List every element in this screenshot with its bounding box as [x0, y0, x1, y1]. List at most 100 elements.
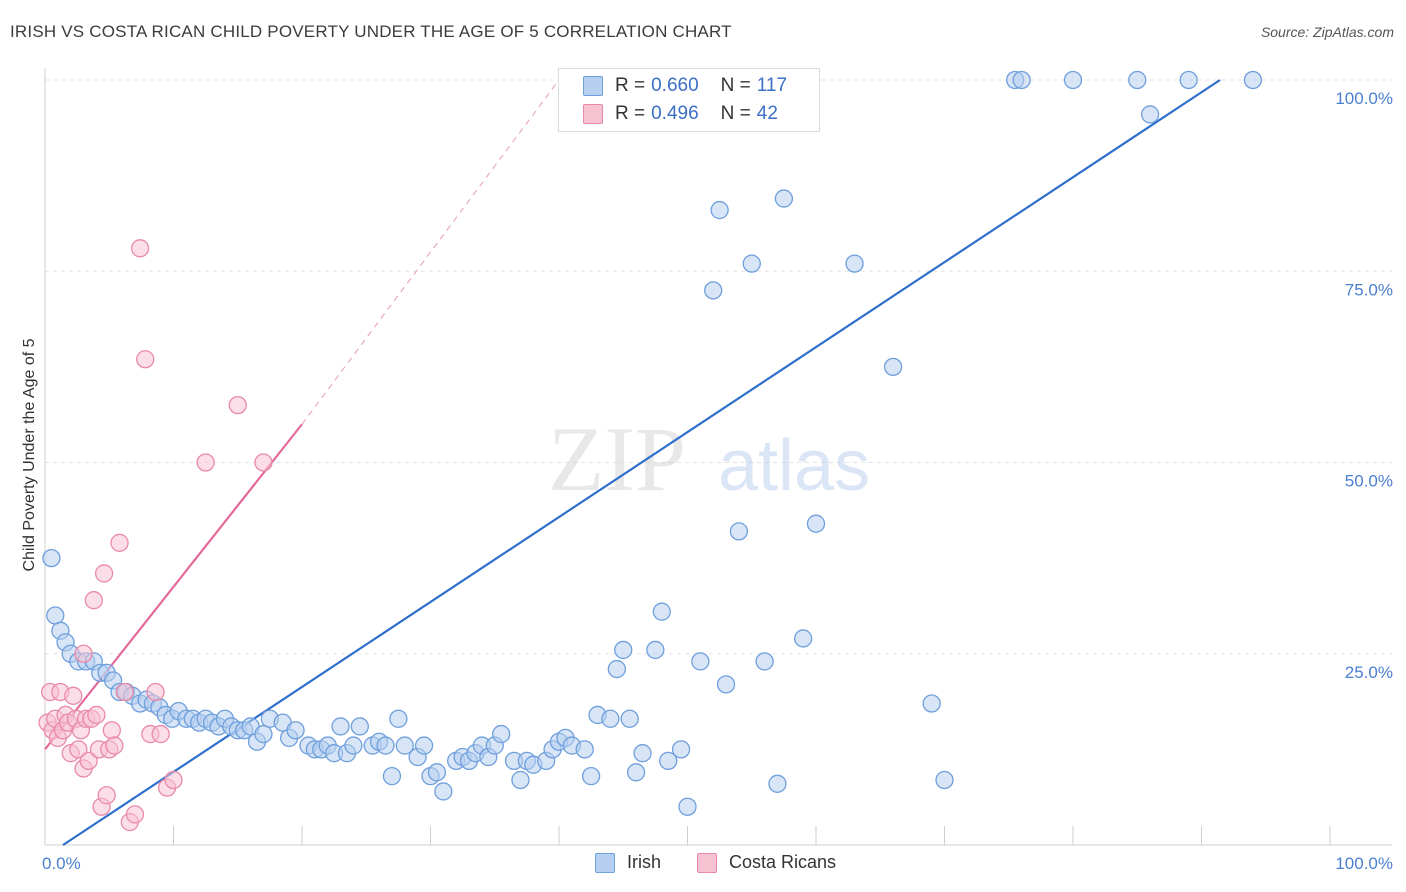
y-tick-label: 100.0% — [1335, 89, 1393, 108]
costa-rican-point — [151, 724, 170, 744]
irish-point — [806, 514, 826, 533]
irish-trend-line — [62, 79, 1221, 846]
irish-point — [626, 763, 646, 782]
legend-r-value-irish: 0.660 — [651, 75, 699, 96]
irish-point — [350, 717, 369, 736]
costa-rican-point — [79, 751, 98, 770]
irish-point — [1140, 105, 1160, 124]
irish-point — [691, 652, 710, 671]
costa-rican-point — [110, 533, 129, 552]
costa-rican-trend-extension — [301, 79, 560, 425]
irish-point — [511, 770, 530, 790]
irish-point — [382, 767, 402, 786]
costa-rican-point — [69, 740, 88, 759]
grid-lines — [45, 79, 1392, 655]
irish-point — [42, 548, 61, 568]
irish-point — [671, 740, 691, 759]
irish-point — [1012, 70, 1031, 90]
costa-rican-point — [196, 453, 215, 472]
irish-point — [575, 740, 594, 759]
data-points — [38, 70, 1263, 832]
irish-point — [935, 770, 954, 790]
legend-row-irish: R = 0.660 N = 117 — [583, 73, 787, 99]
chart-source: Source: ZipAtlas.com — [1260, 24, 1394, 40]
bottom-legend-label-costa: Costa Ricans — [729, 852, 837, 872]
irish-point — [768, 774, 787, 793]
legend-n-value-irish: 117 — [756, 75, 788, 96]
irish-point — [710, 200, 729, 220]
costa-rican-point — [136, 350, 155, 369]
irish-point — [774, 189, 794, 208]
irish-point — [704, 281, 723, 300]
irish-point — [395, 736, 414, 755]
chart-title: IRISH VS COSTA RICAN CHILD POVERTY UNDER… — [10, 22, 732, 41]
irish-point — [729, 522, 749, 541]
bottom-legend-costa: Costa Ricans — [697, 852, 836, 873]
irish-point — [620, 709, 639, 728]
irish-point — [601, 709, 620, 728]
irish-point — [742, 254, 761, 273]
irish-point — [1063, 70, 1083, 90]
irish-point — [678, 797, 697, 816]
bottom-legend-irish: Irish — [595, 852, 661, 873]
irish-point — [755, 652, 774, 671]
costa-rican-point — [130, 239, 150, 258]
costa-rican-point — [64, 686, 83, 705]
irish-point — [652, 602, 671, 621]
axes — [44, 68, 1392, 846]
irish-point — [331, 717, 350, 736]
costa-rican-point — [115, 682, 134, 702]
legend-n-label: N = — [720, 103, 751, 124]
legend-r-label: R = — [615, 103, 646, 124]
costa-rican-point — [97, 786, 116, 805]
costa-rican-point — [125, 805, 145, 824]
y-axis-label: Child Poverty Under the Age of 5 — [21, 338, 38, 571]
legend-row-costa: R = 0.496 N = 42 — [583, 101, 778, 127]
costa-rican-point — [146, 682, 165, 702]
irish-point — [614, 640, 633, 660]
irish-point — [581, 767, 601, 786]
watermark-zip: ZIP — [548, 408, 686, 510]
irish-point — [46, 606, 65, 625]
bottom-legend-swatch-costa — [697, 852, 717, 873]
irish-point — [427, 763, 447, 782]
irish-point — [794, 629, 813, 648]
tick-labels: 25.0% 50.0% 75.0% 100.0% 0.0% 100.0% — [42, 89, 1393, 873]
irish-point — [434, 782, 453, 801]
irish-point — [1128, 70, 1147, 90]
costa-rican-point — [74, 644, 93, 663]
costa-rican-point — [164, 770, 183, 790]
y-tick-label: 50.0% — [1345, 472, 1393, 491]
x-tick-label: 0.0% — [42, 854, 81, 873]
legend-swatch-irish — [583, 76, 603, 96]
legend-n-label: N = — [720, 75, 751, 96]
irish-point — [344, 736, 363, 755]
costa-rican-trend-line — [44, 423, 303, 751]
irish-point — [716, 675, 736, 694]
legend-n-value-costa: 42 — [756, 103, 778, 124]
costa-rican-point — [105, 736, 124, 755]
irish-point — [922, 694, 941, 713]
costa-rican-point — [228, 395, 247, 415]
x-tick-label: 100.0% — [1335, 854, 1393, 873]
irish-point — [633, 744, 652, 763]
irish-point — [1179, 70, 1198, 90]
legend-r-value-costa: 0.496 — [651, 103, 699, 124]
costa-rican-point — [94, 564, 114, 583]
y-tick-label: 75.0% — [1345, 280, 1393, 299]
irish-point — [286, 721, 305, 740]
irish-point — [254, 724, 273, 744]
y-tick-label: 25.0% — [1345, 663, 1393, 682]
irish-point — [845, 254, 864, 273]
legend-swatch-costa — [583, 104, 603, 124]
legend: R = 0.660 N = 117 R = 0.496 N = 42 — [558, 68, 820, 132]
watermark-atlas: atlas — [718, 426, 870, 506]
bottom-legend-label-irish: Irish — [627, 852, 662, 872]
irish-point — [376, 736, 395, 755]
irish-point — [646, 640, 665, 660]
irish-point — [389, 709, 408, 728]
irish-point — [659, 751, 678, 770]
costa-rican-point — [254, 453, 273, 472]
irish-point — [492, 724, 511, 744]
